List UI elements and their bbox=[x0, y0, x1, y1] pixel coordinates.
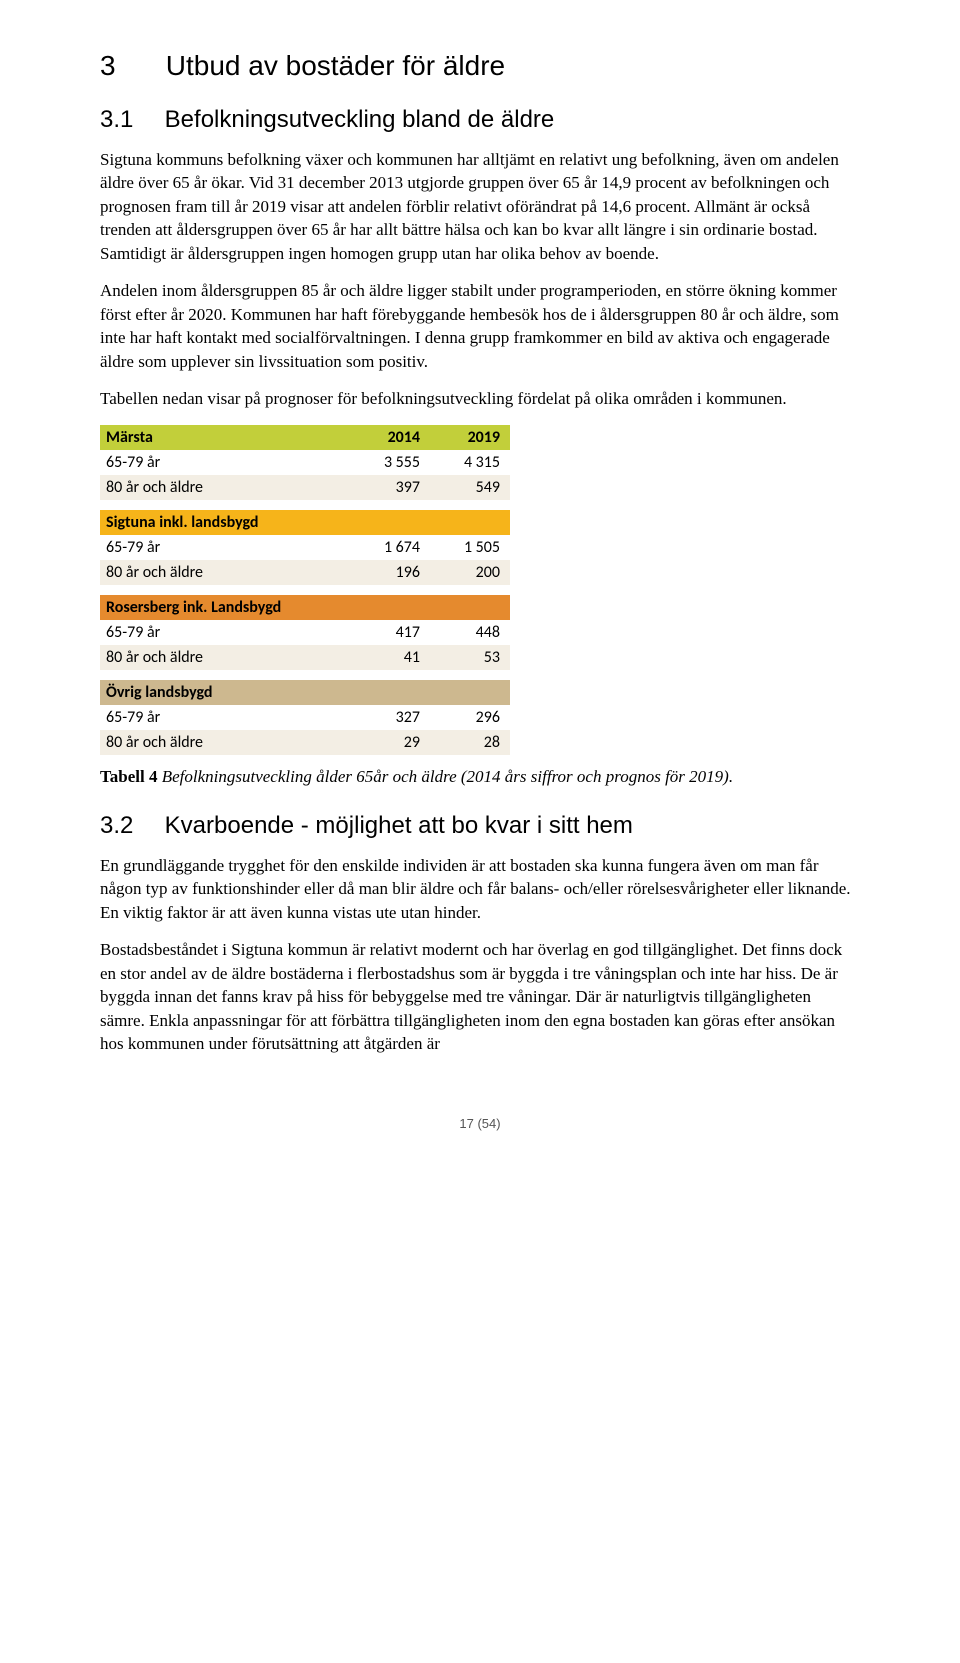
table-title: Sigtuna inkl. landsbygd bbox=[100, 510, 350, 535]
h1-num: 3 bbox=[100, 50, 158, 82]
table-header-row: Rosersberg ink. Landsbygd bbox=[100, 595, 510, 620]
row-val-2014: 3 555 bbox=[350, 450, 430, 475]
heading-1: 3 Utbud av bostäder för äldre bbox=[100, 50, 860, 82]
row-val-2019: 448 bbox=[430, 620, 510, 645]
table-row: 65-79 år3 5554 315 bbox=[100, 450, 510, 475]
row-label: 65-79 år bbox=[100, 535, 350, 560]
h2b-title: Kvarboende - möjlighet att bo kvar i sit… bbox=[165, 812, 633, 839]
col-2019 bbox=[430, 510, 510, 535]
table-row: 80 år och äldre397549 bbox=[100, 475, 510, 500]
caption-bold: Tabell 4 bbox=[100, 767, 157, 786]
heading-3-2: 3.2 Kvarboende - möjlighet att bo kvar i… bbox=[100, 812, 860, 840]
row-val-2019: 549 bbox=[430, 475, 510, 500]
table-title: Rosersberg ink. Landsbygd bbox=[100, 595, 350, 620]
paragraph-5: Bostadsbeståndet i Sigtuna kommun är rel… bbox=[100, 938, 860, 1055]
col-2014 bbox=[350, 595, 430, 620]
data-table: Märsta2014201965-79 år3 5554 31580 år oc… bbox=[100, 425, 510, 500]
col-2019: 2019 bbox=[430, 425, 510, 450]
row-val-2014: 397 bbox=[350, 475, 430, 500]
h1-title: Utbud av bostäder för äldre bbox=[166, 50, 505, 81]
tables-container: Märsta2014201965-79 år3 5554 31580 år oc… bbox=[100, 425, 860, 755]
row-label: 80 år och äldre bbox=[100, 645, 350, 670]
paragraph-2: Andelen inom åldersgruppen 85 år och äld… bbox=[100, 279, 860, 373]
row-val-2014: 29 bbox=[350, 730, 430, 755]
table-row: 65-79 år1 6741 505 bbox=[100, 535, 510, 560]
table-header-row: Sigtuna inkl. landsbygd bbox=[100, 510, 510, 535]
paragraph-4: En grundläggande trygghet för den enskil… bbox=[100, 854, 860, 924]
row-label: 80 år och äldre bbox=[100, 560, 350, 585]
row-val-2014: 327 bbox=[350, 705, 430, 730]
page-container: 3 Utbud av bostäder för äldre 3.1 Befolk… bbox=[0, 0, 960, 1171]
table-row: 80 år och äldre2928 bbox=[100, 730, 510, 755]
data-table: Sigtuna inkl. landsbygd65-79 år1 6741 50… bbox=[100, 510, 510, 585]
table-caption: Tabell 4 Befolkningsutveckling ålder 65å… bbox=[100, 765, 860, 788]
row-val-2019: 28 bbox=[430, 730, 510, 755]
row-label: 65-79 år bbox=[100, 620, 350, 645]
row-val-2014: 417 bbox=[350, 620, 430, 645]
table-title: Märsta bbox=[100, 425, 350, 450]
table-row: 80 år och äldre4153 bbox=[100, 645, 510, 670]
row-val-2019: 296 bbox=[430, 705, 510, 730]
paragraph-1: Sigtuna kommuns befolkning växer och kom… bbox=[100, 148, 860, 265]
row-label: 80 år och äldre bbox=[100, 475, 350, 500]
col-2019 bbox=[430, 680, 510, 705]
row-val-2014: 1 674 bbox=[350, 535, 430, 560]
col-2014 bbox=[350, 680, 430, 705]
table-row: 80 år och äldre196200 bbox=[100, 560, 510, 585]
page-footer: 17 (54) bbox=[100, 1116, 860, 1131]
table-header-row: Märsta20142019 bbox=[100, 425, 510, 450]
row-label: 65-79 år bbox=[100, 705, 350, 730]
row-val-2014: 41 bbox=[350, 645, 430, 670]
h2a-num: 3.1 bbox=[100, 106, 158, 134]
row-label: 65-79 år bbox=[100, 450, 350, 475]
row-val-2019: 200 bbox=[430, 560, 510, 585]
row-val-2019: 53 bbox=[430, 645, 510, 670]
table-row: 65-79 år417448 bbox=[100, 620, 510, 645]
heading-3-1: 3.1 Befolkningsutveckling bland de äldre bbox=[100, 106, 860, 134]
data-table: Övrig landsbygd65-79 år32729680 år och ä… bbox=[100, 680, 510, 755]
row-val-2014: 196 bbox=[350, 560, 430, 585]
col-2014 bbox=[350, 510, 430, 535]
caption-rest: Befolkningsutveckling ålder 65år och äld… bbox=[157, 767, 733, 786]
table-title: Övrig landsbygd bbox=[100, 680, 350, 705]
col-2019 bbox=[430, 595, 510, 620]
table-header-row: Övrig landsbygd bbox=[100, 680, 510, 705]
h2b-num: 3.2 bbox=[100, 812, 158, 840]
h2a-title: Befolkningsutveckling bland de äldre bbox=[165, 106, 555, 133]
row-val-2019: 4 315 bbox=[430, 450, 510, 475]
col-2014: 2014 bbox=[350, 425, 430, 450]
table-row: 65-79 år327296 bbox=[100, 705, 510, 730]
row-label: 80 år och äldre bbox=[100, 730, 350, 755]
data-table: Rosersberg ink. Landsbygd65-79 år4174488… bbox=[100, 595, 510, 670]
row-val-2019: 1 505 bbox=[430, 535, 510, 560]
paragraph-3: Tabellen nedan visar på prognoser för be… bbox=[100, 387, 860, 410]
